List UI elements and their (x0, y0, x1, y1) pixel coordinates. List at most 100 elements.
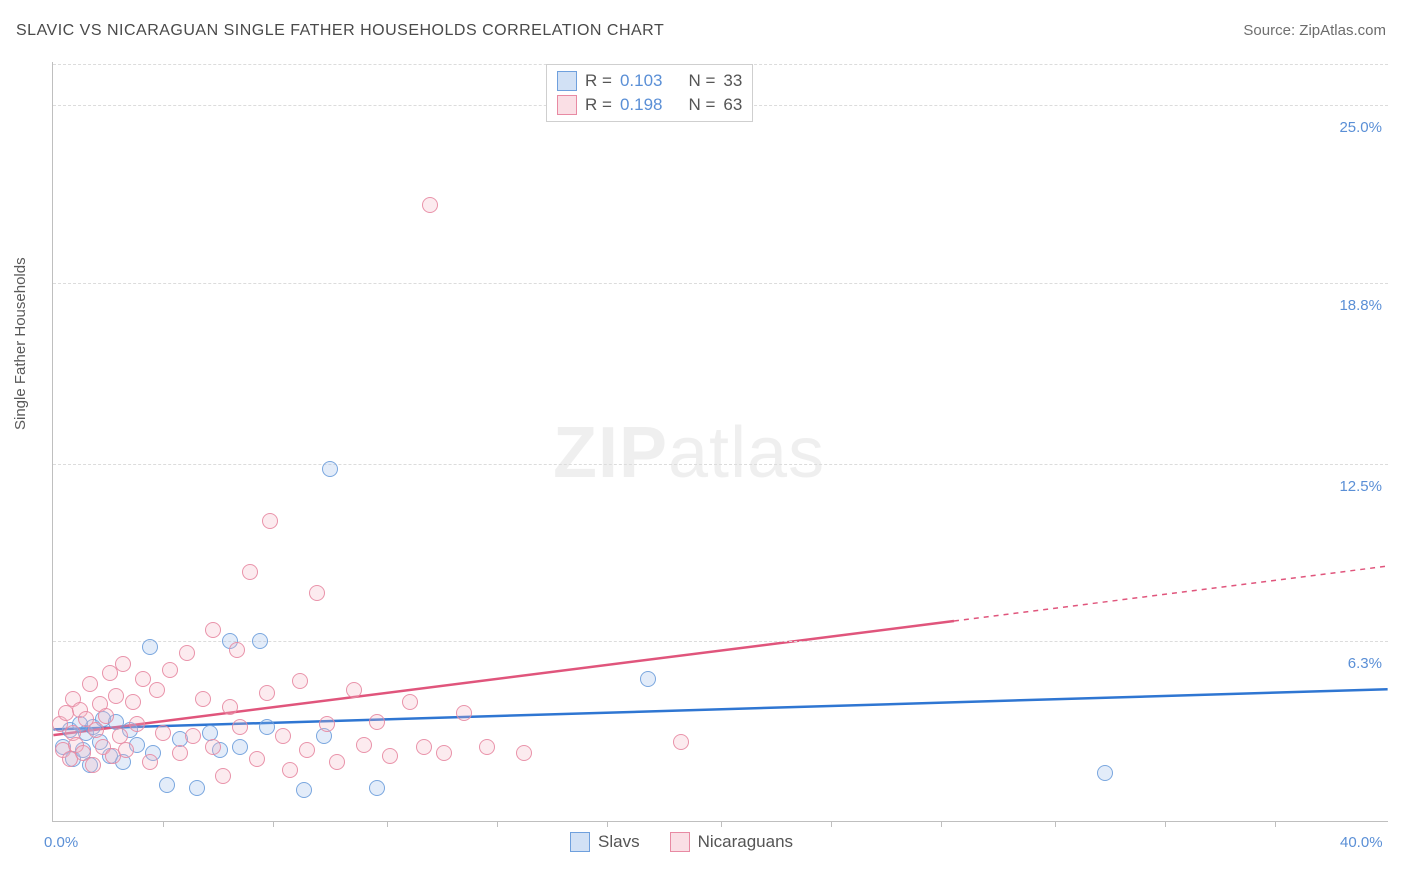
data-point (242, 564, 258, 580)
trend-line (53, 689, 1387, 729)
watermark-zip: ZIP (553, 413, 668, 493)
x-axis-min-label: 0.0% (44, 834, 78, 851)
data-point (202, 725, 218, 741)
data-point (369, 780, 385, 796)
data-point (205, 739, 221, 755)
trend-lines-layer (53, 62, 1388, 821)
data-point (155, 725, 171, 741)
x-tick (497, 821, 498, 827)
data-point (215, 768, 231, 784)
x-tick (941, 821, 942, 827)
data-point (232, 739, 248, 755)
x-tick (1165, 821, 1166, 827)
data-point (195, 691, 211, 707)
stats-row: R = 0.198 N = 63 (557, 93, 742, 117)
source-value: ZipAtlas.com (1299, 22, 1386, 39)
data-point (329, 754, 345, 770)
data-point (232, 719, 248, 735)
data-point (382, 748, 398, 764)
stats-r-label: R = (585, 71, 612, 91)
data-point (82, 676, 98, 692)
stats-n-value: 63 (723, 95, 742, 115)
legend-swatch-slavs (570, 832, 590, 852)
data-point (299, 742, 315, 758)
x-tick (1275, 821, 1276, 827)
data-point (292, 673, 308, 689)
correlation-stats-box: R = 0.103 N = 33 R = 0.198 N = 63 (546, 64, 753, 122)
data-point (129, 716, 145, 732)
stats-r-label: R = (585, 95, 612, 115)
data-point (125, 694, 141, 710)
data-point (356, 737, 372, 753)
data-point (159, 777, 175, 793)
stats-row: R = 0.103 N = 33 (557, 69, 742, 93)
y-axis-label: Single Father Households (12, 257, 29, 430)
y-tick-label: 18.8% (1339, 297, 1382, 314)
stats-r-value: 0.103 (620, 71, 663, 91)
data-point (282, 762, 298, 778)
data-point (172, 745, 188, 761)
trend-line-extrapolated (954, 566, 1388, 621)
stats-n-label: N = (688, 71, 715, 91)
gridline (53, 464, 1388, 465)
legend-item-slavs: Slavs (570, 832, 640, 852)
data-point (516, 745, 532, 761)
x-axis-max-label: 40.0% (1340, 834, 1383, 851)
y-tick-label: 6.3% (1348, 655, 1382, 672)
gridline (53, 283, 1388, 284)
data-point (319, 716, 335, 732)
data-point (479, 739, 495, 755)
source-attribution: Source: ZipAtlas.com (1243, 22, 1386, 39)
y-tick-label: 25.0% (1339, 119, 1382, 136)
data-point (422, 197, 438, 213)
stats-swatch (557, 71, 577, 91)
data-point (205, 622, 221, 638)
legend-label-slavs: Slavs (598, 832, 640, 852)
data-point (115, 656, 131, 672)
data-point (309, 585, 325, 601)
data-point (88, 722, 104, 738)
data-point (369, 714, 385, 730)
data-point (179, 645, 195, 661)
data-point (346, 682, 362, 698)
x-tick (163, 821, 164, 827)
data-point (162, 662, 178, 678)
data-point (259, 719, 275, 735)
watermark: ZIPatlas (553, 412, 825, 494)
data-point (222, 699, 238, 715)
data-point (640, 671, 656, 687)
stats-n-label: N = (688, 95, 715, 115)
data-point (142, 639, 158, 655)
x-tick (387, 821, 388, 827)
data-point (229, 642, 245, 658)
data-point (402, 694, 418, 710)
stats-swatch (557, 95, 577, 115)
trend-line (53, 621, 954, 735)
x-tick (831, 821, 832, 827)
data-point (185, 728, 201, 744)
y-tick-label: 12.5% (1339, 478, 1382, 495)
data-point (322, 461, 338, 477)
stats-n-value: 33 (723, 71, 742, 91)
x-tick (1055, 821, 1056, 827)
x-tick (607, 821, 608, 827)
data-point (108, 688, 124, 704)
data-point (1097, 765, 1113, 781)
plot-area: ZIPatlas 6.3% 12.5% 18.8% 25.0% (52, 62, 1388, 822)
stats-r-value: 0.198 (620, 95, 663, 115)
source-label: Source: (1243, 22, 1295, 39)
data-point (456, 705, 472, 721)
data-point (85, 757, 101, 773)
data-point (259, 685, 275, 701)
data-point (98, 708, 114, 724)
legend: Slavs Nicaraguans (570, 832, 793, 852)
data-point (252, 633, 268, 649)
data-point (436, 745, 452, 761)
data-point (296, 782, 312, 798)
data-point (275, 728, 291, 744)
legend-swatch-nicaraguans (670, 832, 690, 852)
legend-label-nicaraguans: Nicaraguans (698, 832, 793, 852)
data-point (135, 671, 151, 687)
watermark-atlas: atlas (668, 413, 825, 493)
x-tick (273, 821, 274, 827)
